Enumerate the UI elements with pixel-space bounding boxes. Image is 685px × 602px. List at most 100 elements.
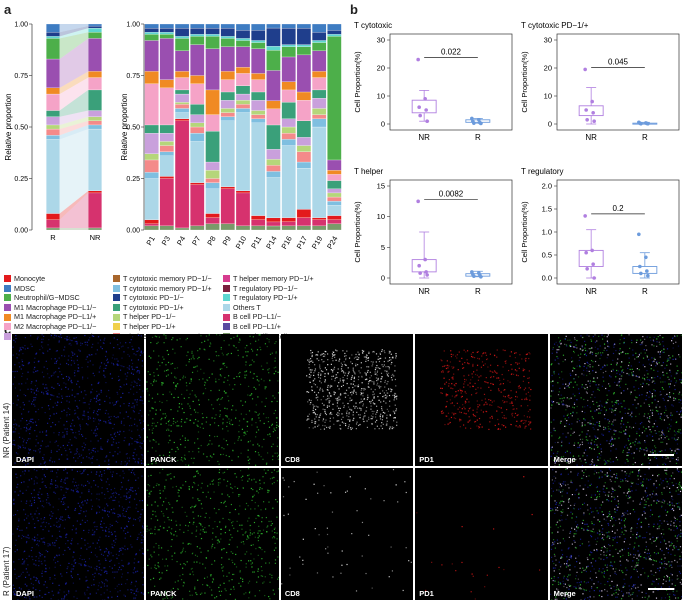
signal-speck [122,513,124,515]
signal-speck [615,372,618,374]
signal-speck [672,347,674,349]
signal-speck [347,373,349,375]
signal-speck [66,567,68,570]
signal-speck [141,429,143,431]
signal-speck [75,481,77,483]
bar-segment-t-cytotoxic-pd-1 [88,25,102,29]
signal-speck [674,358,676,360]
signal-speck [379,357,382,359]
signal-speck [34,405,36,407]
signal-speck [343,361,345,363]
signal-speck [372,394,374,396]
bar-segment-t-cytotoxic-memory-pd-1 [88,124,102,130]
signal-speck [390,376,392,379]
signal-speck [245,433,247,435]
signal-speck [28,449,31,451]
signal-speck [476,425,478,427]
signal-speck [88,449,90,451]
signal-speck [22,364,25,367]
signal-speck [496,356,498,358]
signal-speck [194,366,196,368]
signal-speck [98,560,100,562]
signal-speck [489,370,492,372]
signal-speck [98,393,100,395]
signal-speck [499,428,502,430]
signal-speck [648,390,650,393]
signal-speck [237,335,239,337]
signal-speck [592,391,594,393]
signal-speck [376,371,378,373]
signal-speck [344,372,346,374]
signal-speck [100,391,102,394]
signal-speck [611,359,613,361]
signal-speck [256,431,258,433]
signal-speck [568,386,570,389]
signal-speck [113,404,115,406]
signal-speck [551,374,553,377]
bar-segment-t-helper-pd-1 [312,108,327,115]
signal-speck [359,423,361,426]
signal-speck [226,415,229,417]
signal-speck [651,395,653,397]
signal-speck [32,389,34,391]
signal-speck [125,342,127,344]
flow-band-t-cytotoxic-pd-1 [59,89,89,117]
signal-speck [155,425,157,427]
signal-speck [120,396,122,399]
signal-speck [76,451,78,453]
signal-speck [511,402,513,404]
signal-speck [639,405,642,407]
signal-speck [41,563,43,565]
signal-speck [326,386,329,388]
signal-speck [497,406,499,408]
signal-speck [445,395,448,397]
signal-speck [322,420,324,422]
signal-speck [116,571,118,573]
signal-speck [37,581,40,583]
bar-segment-m2-macrophage-pd-l1 [266,108,281,126]
bar-segment-m1-macrophage-pd-l1 [312,50,327,72]
signal-speck [93,432,95,434]
signal-speck [259,384,261,386]
signal-speck [109,523,111,526]
signal-speck [575,344,577,346]
signal-speck [17,445,19,447]
signal-speck [141,360,144,362]
signal-speck [577,418,579,420]
signal-speck [140,350,142,352]
bar-segment-t-helper-pd-1 [327,192,342,198]
signal-speck [28,522,30,524]
signal-speck [116,391,118,394]
signal-speck [84,592,86,594]
signal-speck [175,388,177,390]
signal-speck [45,549,47,552]
signal-speck [139,445,141,447]
signal-speck [43,506,45,508]
signal-speck [201,423,204,425]
signal-speck [357,414,359,416]
signal-speck [490,364,492,366]
signal-speck [524,427,526,429]
signal-speck [652,389,655,391]
signal-speck [517,362,519,364]
signal-speck [123,403,125,405]
signal-speck [643,378,645,380]
signal-speck [249,394,252,397]
signal-speck [339,428,342,430]
signal-speck [502,417,504,419]
signal-speck [649,459,651,461]
signal-speck [126,525,128,527]
signal-speck [264,388,267,390]
signal-speck [32,422,34,424]
signal-speck [326,364,329,366]
signal-speck [119,451,121,453]
signal-speck [653,423,655,425]
signal-speck [112,499,114,502]
signal-speck [156,368,159,370]
signal-speck [383,412,386,414]
signal-speck [387,410,389,412]
signal-speck [15,473,17,475]
signal-speck [681,380,683,382]
signal-speck [481,426,484,428]
signal-speck [360,394,362,396]
